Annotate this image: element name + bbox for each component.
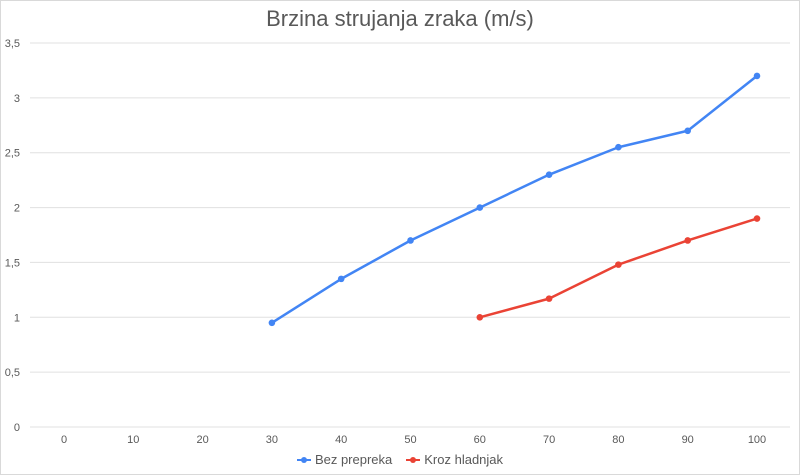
x-tick-label: 10: [127, 434, 139, 446]
gridlines: [30, 42, 790, 428]
y-tick-label: 2: [14, 203, 20, 215]
x-tick-label: 0: [61, 434, 67, 446]
x-tick-label: 90: [682, 434, 694, 446]
data-point[interactable]: [615, 261, 622, 268]
data-point[interactable]: [684, 127, 691, 135]
y-axis-ticks: 0 0,5 1 1,5 2 2,5 3 3,5: [5, 38, 20, 434]
data-point[interactable]: [615, 143, 622, 151]
data-point[interactable]: [407, 237, 414, 244]
x-tick-label: 60: [474, 434, 486, 446]
y-tick-label: 1,5: [5, 257, 20, 269]
data-point[interactable]: [545, 295, 553, 302]
legend-marker-icon: [296, 456, 311, 463]
x-tick-label: 40: [335, 434, 347, 446]
y-tick-label: 2,5: [5, 148, 20, 160]
x-tick-label: 30: [266, 434, 278, 446]
data-point[interactable]: [476, 313, 484, 321]
x-tick-label: 80: [612, 434, 624, 446]
data-point[interactable]: [753, 215, 761, 222]
chart-title: Brzina strujanja zraka (m/s): [266, 6, 534, 31]
legend-label: Bez prepreka: [314, 452, 393, 467]
series-line: [271, 74, 758, 324]
series-bez-prepreka: [268, 72, 761, 327]
y-tick-label: 3: [14, 93, 20, 105]
legend-label: Kroz hladnjak: [424, 452, 504, 467]
y-tick-label: 3,5: [5, 38, 20, 50]
x-tick-label: 50: [404, 434, 416, 446]
y-tick-label: 0,5: [5, 367, 20, 379]
legend: Bez prepreka Kroz hladnjak: [0, 452, 800, 467]
data-point[interactable]: [545, 171, 553, 178]
y-tick-label: 0: [14, 422, 20, 434]
x-tick-label: 100: [748, 434, 766, 446]
data-point[interactable]: [268, 319, 276, 327]
y-tick-label: 1: [14, 312, 20, 324]
data-point[interactable]: [684, 237, 691, 244]
series-lines: [268, 72, 761, 327]
legend-marker-icon: [406, 456, 421, 463]
legend-item[interactable]: Kroz hladnjak: [406, 452, 503, 467]
legend-item[interactable]: Bez prepreka: [296, 452, 393, 467]
data-point[interactable]: [337, 275, 345, 283]
x-axis-ticks: 0 10 20 30 40 50 60 70 80 90 100: [61, 434, 766, 446]
x-tick-label: 70: [543, 434, 555, 446]
x-tick-label: 20: [196, 434, 208, 446]
data-point[interactable]: [753, 72, 761, 80]
series-kroz-hladnjak: [476, 215, 761, 321]
data-point[interactable]: [476, 204, 484, 211]
